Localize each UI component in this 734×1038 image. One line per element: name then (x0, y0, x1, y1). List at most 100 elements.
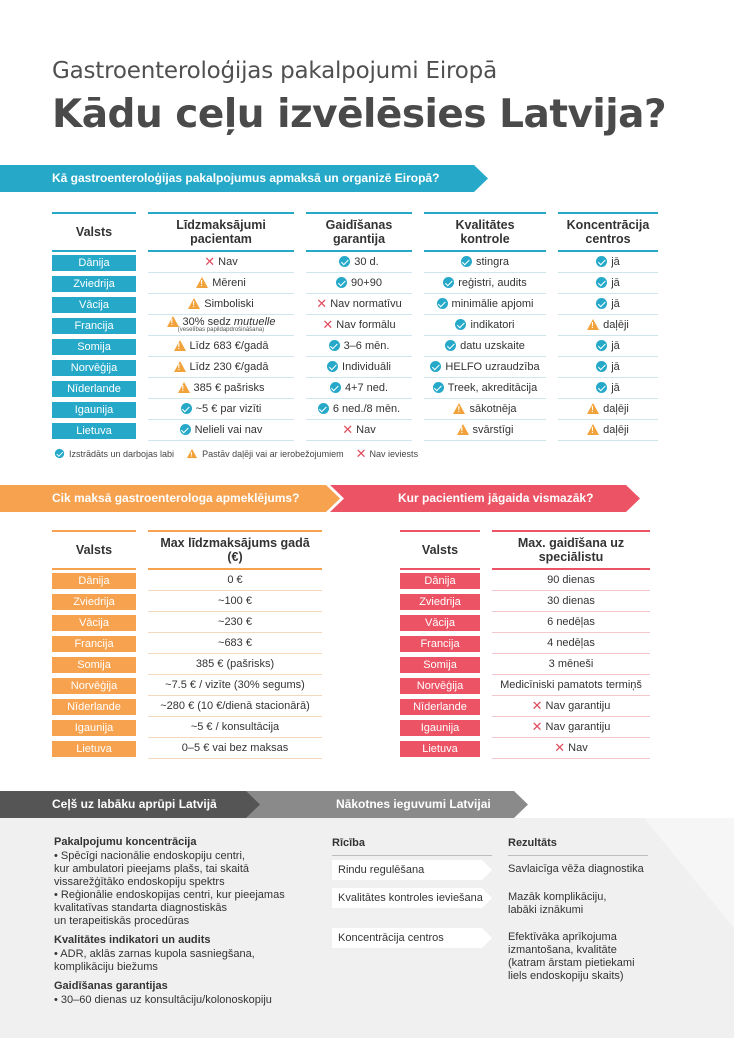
action-item: Koncentrācija centros (332, 928, 492, 948)
cross-icon: ✕ (554, 740, 566, 755)
cell-italic: mutuelle (233, 316, 276, 328)
cross-icon: ✕ (531, 719, 543, 734)
cell-value: ~280 € (10 €/dienā stacionārā) (160, 700, 310, 712)
table-row: Dānija ✕ Nav 30 d. stingra jā (52, 252, 658, 273)
check-icon (432, 382, 444, 393)
table-cell: sākotnēja (424, 399, 546, 420)
bullet-block: Gaidīšanas garantijas • 30–60 dienas uz k… (54, 980, 272, 1007)
country-label: Norvēģija (52, 677, 136, 694)
table-row: Lietuva ✕ Nav (400, 738, 650, 759)
result-line: Mazāk komplikāciju, (508, 891, 607, 903)
table-cell: daļēji (558, 399, 658, 420)
legend-text: Izstrādāts un darbojas labi (69, 449, 175, 459)
result-item: Efektīvāka aprīkojuma izmantošana, kvalit… (508, 931, 648, 983)
cell-value: Nav garantiju (545, 721, 611, 733)
banner-path: Ceļš uz labāku aprūpi Latvijā (0, 791, 270, 818)
table-cell: minimālie apjomi (424, 294, 546, 315)
check-icon (455, 319, 467, 330)
cell-value: 30 dienas (547, 595, 595, 607)
table-cell: stingra (424, 252, 546, 273)
cell-text: 30 d. (354, 256, 379, 268)
column-header: Kvalitātes kontrole (424, 212, 546, 252)
cost-table: Valsts Max līdzmaksājums gadā (€) Dānija 0… (52, 530, 322, 759)
warning-icon (186, 448, 198, 459)
banner-europe: Kā gastroenteroloģijas pakalpojumus apma… (0, 165, 488, 192)
table-cell: 0–5 € vai bez maksas (148, 738, 322, 759)
table-cell: 385 € (pašrisks) (148, 654, 322, 675)
bullet-block-title: Pakalpojumu koncentrācija (54, 836, 197, 848)
cell-value: 90 dienas (547, 574, 595, 586)
cross-icon: ✕ (322, 317, 334, 332)
cell-value: 0–5 € vai bez maksas (181, 742, 289, 754)
cell-text: Nav (218, 256, 238, 268)
warning-icon (173, 361, 186, 372)
warning-icon (587, 424, 600, 435)
cell-text: stingra (475, 256, 510, 268)
cell-value: ~683 € (218, 637, 252, 649)
banner-cost: Cik maksā gastroenterologa apmeklējums? (0, 485, 340, 512)
country-label: Lietuva (52, 422, 136, 439)
table-cell: ✕ Nav normatīvu (306, 294, 412, 315)
table-cell: ✕ Nav (148, 252, 294, 273)
bullet-line: kvalitatīvas standarta diagnostiskās (54, 902, 228, 914)
table-cell: Līdz 230 €/gadā (148, 357, 294, 378)
cell-text: jā (611, 277, 620, 289)
country-label: Francija (52, 317, 136, 334)
table-cell: ~5 € / konsultācija (148, 717, 322, 738)
country-label: Lietuva (400, 740, 480, 757)
check-icon (339, 256, 351, 267)
table-cell: svārstīgi (424, 420, 546, 441)
bullet-line: komplikāciju biežums (54, 961, 158, 973)
table-cell: daļēji (558, 420, 658, 441)
table-cell: 90+90 (306, 273, 412, 294)
table-cell: Līdz 683 €/gadā (148, 336, 294, 357)
banner-wait: Kur pacientiem jāgaida vismazāk? (330, 485, 640, 512)
warning-icon (587, 403, 600, 414)
table-cell: jā (558, 378, 658, 399)
warning-icon (587, 319, 600, 330)
table-cell: 3 mēneši (492, 654, 650, 675)
cell-text: 3–6 mēn. (343, 340, 390, 352)
warning-icon (173, 340, 186, 351)
table-cell: 0 € (148, 570, 322, 591)
warning-icon (188, 298, 201, 309)
country-label: Lietuva (52, 740, 136, 757)
table-row: Francija ~683 € (52, 633, 322, 654)
wait-table: Valsts Max. gaidīšana uz speciālistu Dāni… (400, 530, 650, 759)
table-row: Igaunija ✕ Nav garantiju (400, 717, 650, 738)
bullet-line: vissarežģītāko endoskopiju spektrs (54, 876, 225, 888)
table-cell: Simboliski (148, 294, 294, 315)
table-cell: 6 nedēļas (492, 612, 650, 633)
check-icon (596, 277, 608, 288)
cell-value: 6 nedēļas (547, 616, 595, 628)
cell-text: Simboliski (204, 298, 254, 310)
cross-icon: ✕ (316, 296, 328, 311)
table-cell: ✕ Nav (492, 738, 650, 759)
cell-value: 385 € (pašrisks) (195, 658, 275, 670)
check-icon (596, 340, 608, 351)
cell-text: Treek, akreditācija (447, 382, 538, 394)
bullet-line: kur ambulatori pieejams plašs, tai skait… (54, 863, 250, 875)
cell-text: jā (611, 256, 620, 268)
table-cell: jā (558, 273, 658, 294)
table-row: Zviedrija Mēreni 90+90 reģistri, audits jā (52, 273, 658, 294)
bullet-block-title: Kvalitātes indikatori un audits (54, 934, 211, 946)
cell-text: Nav (356, 424, 376, 436)
check-icon (328, 340, 340, 351)
table-row: Lietuva Nelieli vai nav ✕Nav svārstīgi daļēj… (52, 420, 658, 441)
bullet-block-title: Gaidīšanas garantijas (54, 980, 168, 992)
table-row: Dānija 0 € (52, 570, 322, 591)
country-label: Norvēģija (52, 359, 136, 376)
country-label: Dānija (400, 572, 480, 589)
check-icon (460, 256, 472, 267)
result-line: (katram ārstam pietiekami (508, 957, 635, 969)
table-cell: jā (558, 357, 658, 378)
table-row: Nīderlande ✕ Nav garantiju (400, 696, 650, 717)
bullet-line: un terapeitiskās procedūras (54, 915, 190, 927)
table-row: Norvēģija ~7.5 € / vizīte (30% segums) (52, 675, 322, 696)
result-line: Savlaicīga vēža diagnostika (508, 863, 644, 875)
check-icon (596, 361, 608, 372)
cell-text: daļēji (603, 424, 629, 436)
country-label: Vācija (52, 296, 136, 313)
col-result-header: Rezultāts (508, 830, 648, 856)
